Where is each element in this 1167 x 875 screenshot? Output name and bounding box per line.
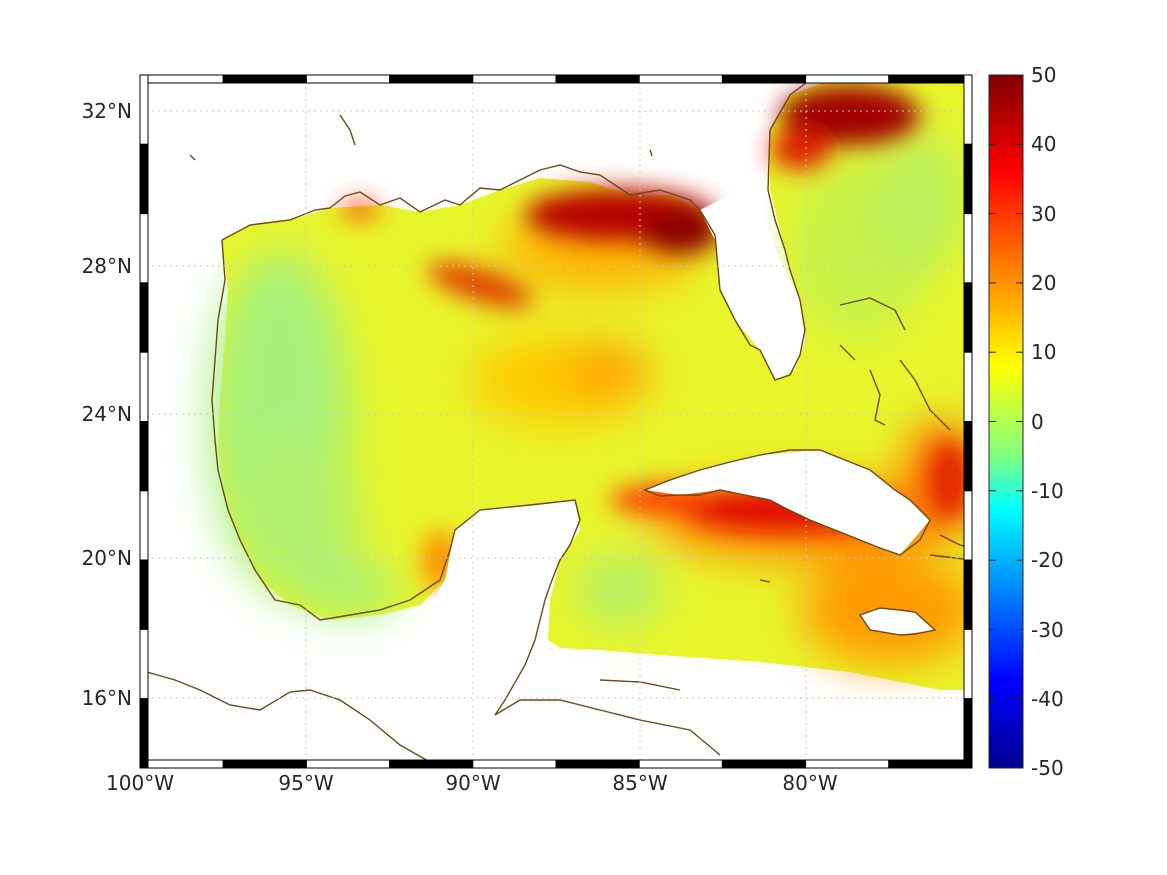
frame-segment: [389, 759, 474, 769]
frame-segment: [139, 213, 149, 284]
frame-segment: [963, 74, 973, 145]
frame-segment: [888, 759, 973, 769]
frame-segment: [222, 74, 307, 84]
frame-segment: [721, 759, 807, 769]
colorbar-tick-labels: 50 40 30 20 10 0 -10 -20 -30 -40 -50: [1031, 63, 1064, 780]
east-edge-hotspot: [930, 440, 970, 520]
lon-tick-100w: 100°W: [106, 771, 174, 795]
frame-segment: [555, 759, 640, 769]
lon-tick-labels: 100°W 95°W 90°W 85°W 80°W: [106, 771, 838, 795]
frame-segment: [721, 74, 807, 84]
colorbar-label-minus-50: -50: [1031, 756, 1064, 780]
frame-segment: [139, 74, 149, 145]
cuba-land: [645, 450, 930, 555]
colorbar-label-minus-30: -30: [1031, 618, 1064, 642]
colorbar-label-minus-40: -40: [1031, 687, 1064, 711]
frame-segment: [963, 351, 973, 423]
colorbar-ticks: [989, 74, 1023, 769]
colorbar-label-30: 30: [1031, 202, 1056, 226]
frame-segment: [805, 74, 890, 84]
lat-tick-16n: 16°N: [82, 686, 132, 710]
frame-segment: [963, 143, 973, 215]
colorbar-label-10: 10: [1031, 340, 1056, 364]
graticule: [140, 75, 972, 768]
frame-outline: [139, 74, 973, 769]
frame-segment: [222, 759, 307, 769]
frame-segment: [389, 74, 474, 84]
lon-tick-80w: 80°W: [782, 771, 837, 795]
colorbar-label-50: 50: [1031, 63, 1056, 87]
southwest-gulf-low: [240, 440, 360, 600]
colorbar-label-minus-10: -10: [1031, 479, 1064, 503]
cuba-coastline: [643, 449, 931, 556]
frame-segment: [139, 143, 149, 215]
lat-tick-20n: 20°N: [82, 546, 132, 570]
central-america-land: [140, 670, 420, 760]
gulf-coastline: [221, 79, 811, 381]
florida-land: [700, 175, 805, 380]
frame-segment: [555, 74, 640, 84]
frame-segment: [139, 628, 149, 700]
frame-segment: [963, 628, 973, 700]
mexico-coastline: [211, 239, 581, 716]
frame-segment: [963, 213, 973, 284]
frame-segment: [139, 74, 224, 84]
lat-tick-labels: 32°N 28°N 24°N 20°N 16°N: [82, 99, 132, 710]
georgia-hotspot: [780, 85, 920, 145]
frame-segment: [888, 74, 973, 84]
lon-tick-90w: 90°W: [445, 771, 500, 795]
frame-segment: [963, 421, 973, 492]
lat-tick-32n: 32°N: [82, 99, 132, 123]
frame-segment: [638, 74, 723, 84]
bay-of-campeche-low: [300, 565, 400, 615]
frame-segment: [472, 759, 557, 769]
land: [140, 175, 935, 760]
lat-tick-28n: 28°N: [82, 254, 132, 278]
colorbar: 50 40 30 20 10 0 -10 -20 -30 -40 -50: [988, 63, 1064, 780]
frame-segment: [805, 759, 890, 769]
frame-segment: [139, 759, 224, 769]
lat-tick-24n: 24°N: [82, 402, 132, 426]
frame-segment: [139, 559, 149, 630]
lon-tick-85w: 85°W: [612, 771, 667, 795]
frame-segment: [472, 74, 557, 84]
frame-segment: [139, 351, 149, 423]
frame-segment: [305, 759, 391, 769]
atlantic-green-2: [875, 130, 965, 270]
frame-segment: [963, 282, 973, 353]
lon-tick-95w: 95°W: [278, 771, 333, 795]
frame-segment: [139, 698, 149, 769]
loop-current-warm: [570, 345, 650, 395]
frame-segment: [963, 490, 973, 561]
map-plot-area: [140, 75, 972, 768]
ocean-field: [210, 80, 972, 690]
louisiana-streak: [427, 262, 533, 308]
island-fragments: [189, 114, 771, 583]
colorbar-label-0: 0: [1031, 410, 1044, 434]
apalachee-core: [640, 210, 720, 254]
yucatan-land: [420, 500, 580, 690]
yucatan-channel-low: [575, 555, 665, 625]
frame-segment: [139, 421, 149, 492]
map-frame: [139, 74, 973, 769]
frame-segment: [963, 698, 973, 769]
frame-segment: [139, 490, 149, 561]
jamaica-coastline: [858, 607, 937, 636]
frame-segment: [638, 759, 723, 769]
colorbar-label-minus-20: -20: [1031, 548, 1064, 572]
frame-segment: [963, 559, 973, 630]
texas-shelf-warm: [340, 202, 380, 218]
frame-segment: [305, 74, 391, 84]
coastlines: [140, 79, 972, 763]
colorbar-label-20: 20: [1031, 271, 1056, 295]
bahamas-coastline: [839, 297, 951, 431]
georgia-shelf: [770, 130, 830, 170]
colorbar-label-40: 40: [1031, 132, 1056, 156]
jamaica-land: [860, 608, 935, 635]
frame-segment: [139, 282, 149, 353]
